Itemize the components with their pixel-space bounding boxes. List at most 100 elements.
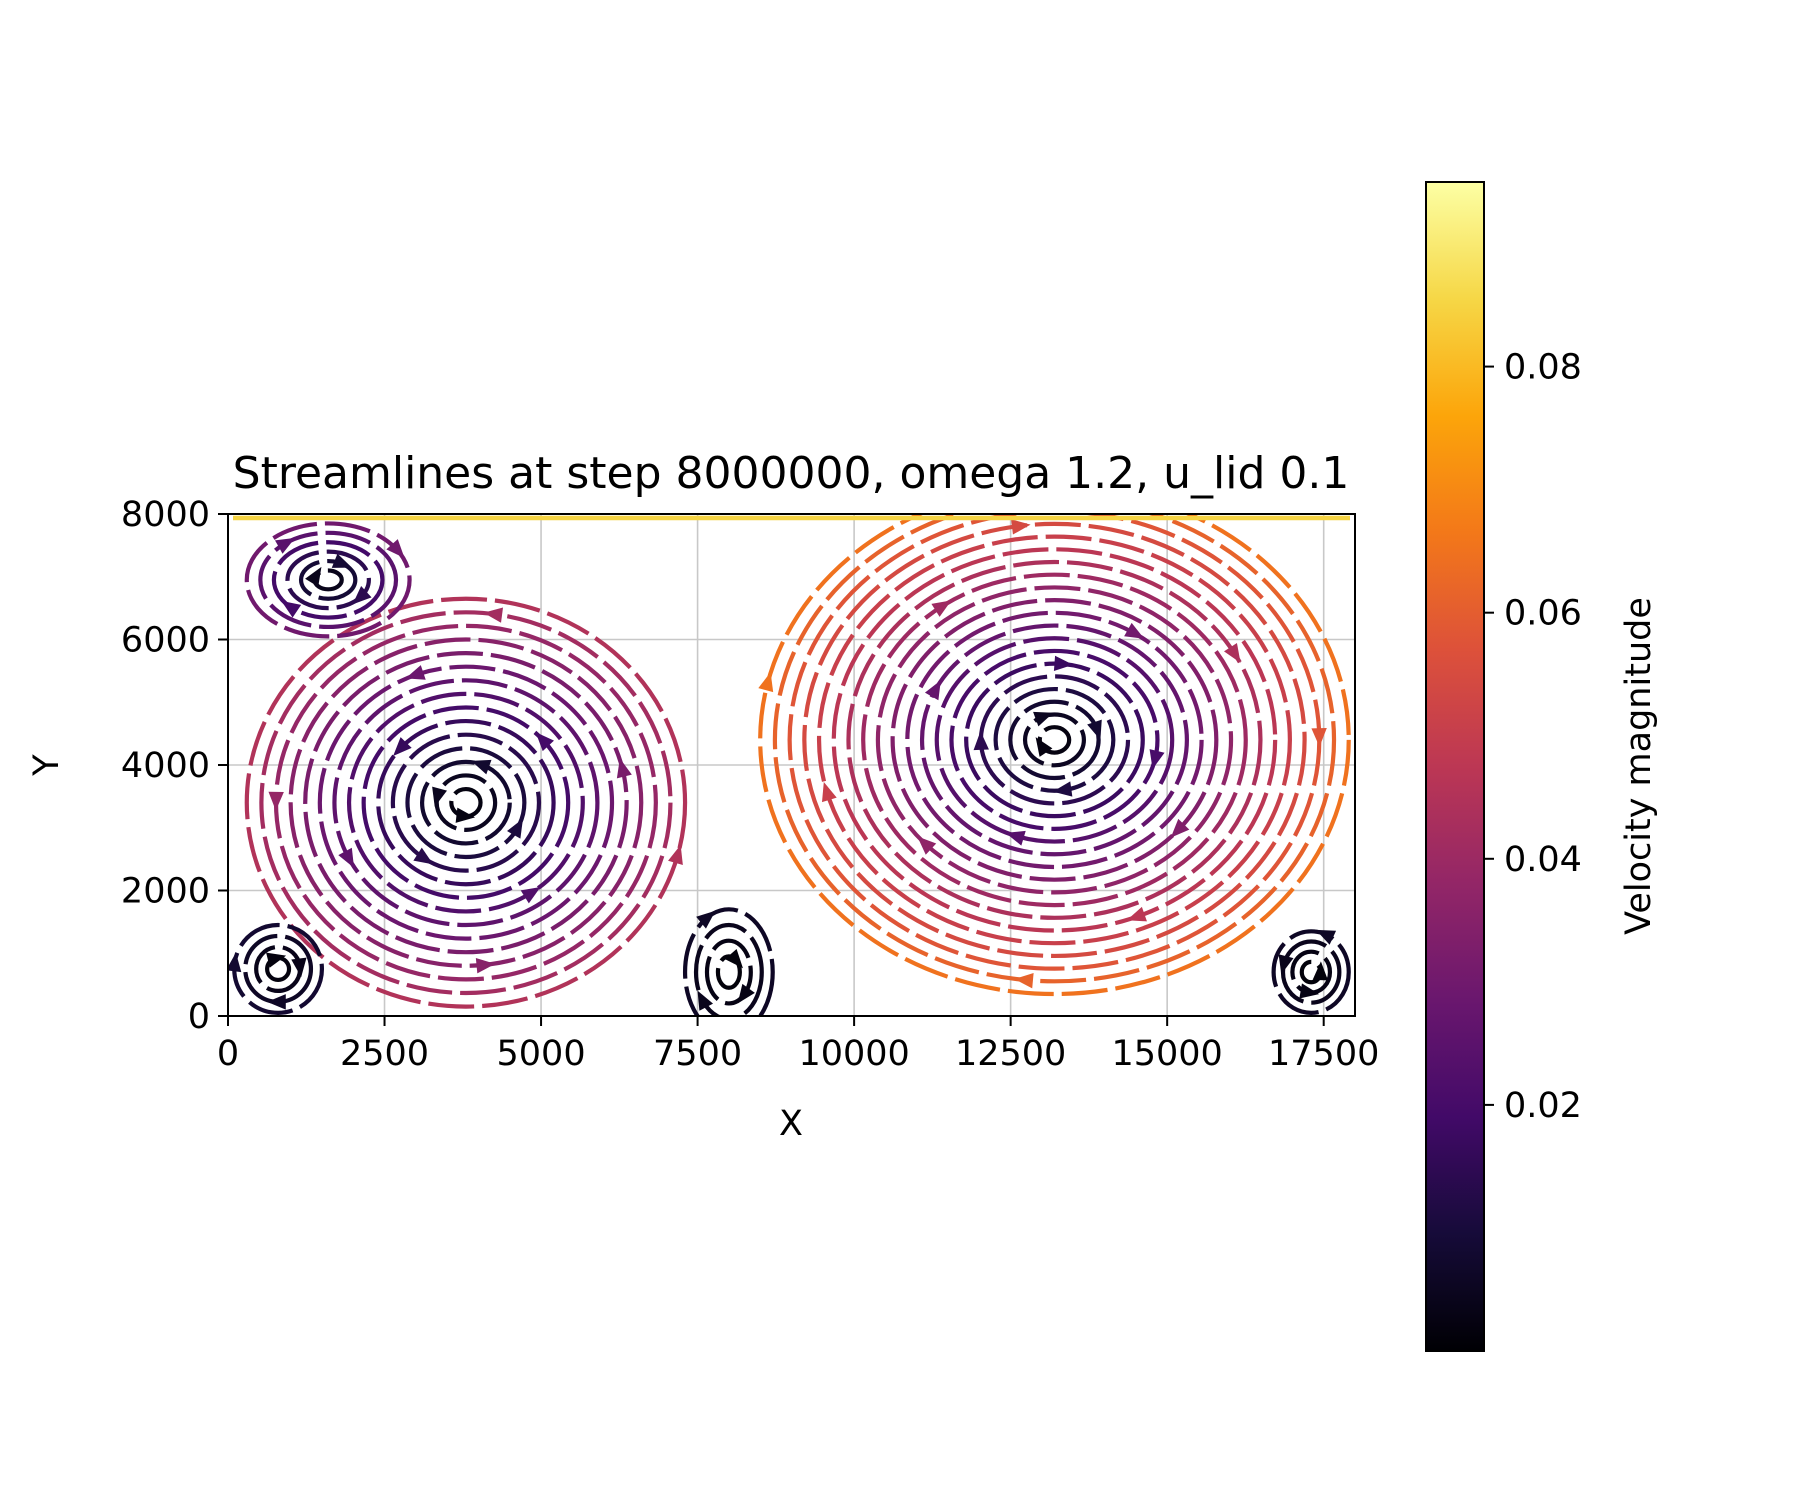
streamline-arrow (1311, 728, 1327, 747)
colorbar-axis: 0.02 0.04 0.06 0.08 (1484, 348, 1582, 1126)
streamline (303, 650, 629, 955)
streamline (861, 572, 1248, 908)
streamline (1008, 699, 1101, 781)
streamline-arrow (305, 566, 322, 587)
streamline (693, 922, 764, 1016)
x-tick-label: 12500 (955, 1034, 1066, 1074)
streamline-arrow (724, 949, 743, 969)
streamline-arrow (483, 607, 504, 623)
streamline (1022, 712, 1086, 768)
streamline-arrow (697, 990, 714, 1011)
colorbar-tick-label: 0.08 (1504, 348, 1582, 388)
streamline-arrow (266, 952, 287, 968)
x-axis: 0 2500 5000 7500 10000 12500 15000 17500 (217, 1016, 1379, 1074)
streamline (905, 610, 1204, 870)
streamline (919, 623, 1189, 857)
y-tick-label: 6000 (121, 621, 210, 661)
streamline-arrow (338, 847, 355, 868)
y-tick-label: 2000 (121, 872, 210, 912)
streamline-arrow (1223, 643, 1241, 663)
streamline-arrow (1014, 973, 1034, 989)
streamline-arrow (331, 553, 352, 568)
x-tick-label: 2500 (340, 1034, 429, 1074)
streamline (346, 691, 585, 914)
streamline-arrow (471, 759, 492, 775)
streamline-arrow (393, 737, 412, 756)
streamline-arrow (1087, 719, 1102, 740)
streamline-arrow (520, 886, 541, 904)
streamline (259, 610, 673, 996)
streamline-arrow (1149, 749, 1165, 770)
streamline (816, 534, 1292, 946)
streamline-arrow (668, 844, 683, 865)
streamline (390, 732, 542, 873)
streamline (704, 938, 753, 1006)
streamline-arrow (291, 957, 307, 978)
colorbar-tick-label: 0.04 (1504, 840, 1582, 880)
streamline (288, 637, 644, 968)
streamline-arrow (281, 600, 302, 618)
streamline (993, 686, 1116, 793)
streamline (831, 547, 1278, 933)
x-tick-label: 0 (217, 1034, 239, 1074)
x-tick-label: 5000 (497, 1034, 586, 1074)
streamline (332, 678, 600, 928)
streamline-arrow (267, 994, 286, 1010)
x-tick-label: 17500 (1268, 1034, 1379, 1074)
streamline-arrow (1315, 929, 1337, 945)
streamline-arrow (413, 847, 434, 865)
streamline-arrow (917, 836, 937, 855)
streamline-arrow (268, 791, 284, 811)
streamline-arrow (475, 957, 496, 974)
streamline-arrow (455, 807, 476, 823)
streamline-arrow (432, 786, 448, 807)
y-tick-label: 0 (188, 997, 210, 1037)
streamline-arrow (973, 731, 989, 751)
streamline-arrow (737, 983, 755, 1004)
streamline (376, 718, 556, 887)
streamline (934, 636, 1175, 844)
streamline (1280, 939, 1342, 1005)
streamline (787, 514, 1322, 971)
colorbar-tick-label: 0.02 (1504, 1086, 1582, 1126)
streamline-arrow (1052, 781, 1073, 797)
streamline-arrow (228, 952, 242, 973)
streamline-arrow (1011, 519, 1031, 535)
streamline-arrow (1035, 737, 1053, 757)
streamline-arrow (821, 782, 837, 803)
streamline (298, 558, 358, 601)
streamline (890, 598, 1219, 882)
streamline-arrow (696, 910, 716, 929)
y-tick-label: 4000 (121, 746, 210, 786)
streamline (419, 759, 512, 846)
streamline (254, 944, 303, 993)
streamline-arrow (758, 672, 774, 693)
streamline-arrow (507, 818, 523, 839)
streamline (964, 661, 1145, 819)
streamline-arrow (386, 539, 405, 559)
streamline-arrow (352, 586, 372, 605)
streamline (758, 514, 1351, 997)
streamline (271, 540, 385, 620)
colorbar-label: Velocity magnitude (1619, 597, 1659, 935)
streamline-arrow (1124, 622, 1145, 639)
y-tick-label: 8000 (121, 495, 210, 535)
streamline-arrow (1299, 983, 1320, 999)
streamline (285, 549, 371, 611)
y-axis-label: Y (27, 754, 67, 777)
streamline (244, 521, 412, 639)
streamline-arrow (535, 732, 554, 752)
streamline (682, 907, 775, 1016)
streamline-arrow (931, 600, 952, 617)
x-tick-label: 15000 (1111, 1034, 1222, 1074)
streamline (846, 559, 1263, 920)
y-axis: 0 2000 4000 6000 8000 (121, 495, 228, 1037)
streamline-arrow (1033, 711, 1054, 727)
streamline-arrow (1312, 961, 1329, 981)
streamline (243, 933, 314, 1004)
streamline (405, 746, 527, 860)
chart-title: Streamlines at step 8000000, omega 1.2, … (233, 448, 1350, 499)
streamline-arrow (405, 665, 426, 680)
streamline (361, 705, 571, 900)
